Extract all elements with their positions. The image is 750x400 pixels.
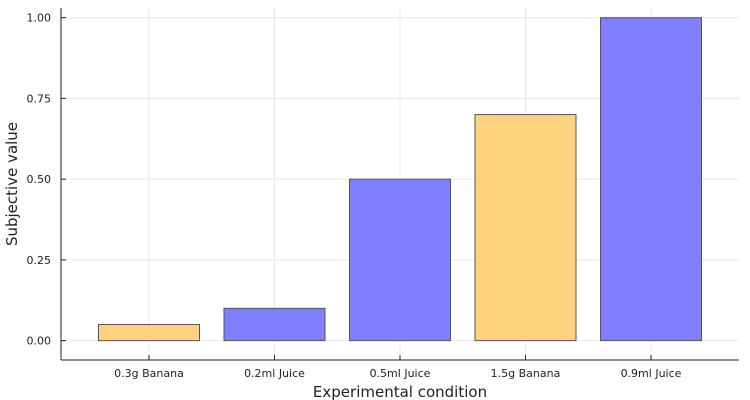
x-tick-label: 0.2ml Juice xyxy=(244,367,305,380)
y-ticks: 0.00 0.25 0.50 0.75 1.00 xyxy=(27,12,66,348)
y-tick-label: 0.75 xyxy=(27,92,52,105)
bars xyxy=(98,17,702,342)
bar-0-5ml-juice xyxy=(349,178,451,342)
bar-0-9ml-juice xyxy=(600,17,702,342)
x-tick-label: 1.5g Banana xyxy=(491,367,561,380)
bar-0-2ml-juice xyxy=(223,307,326,342)
x-tick-label: 0.9ml Juice xyxy=(621,367,682,380)
x-axis-label: Experimental condition xyxy=(313,383,487,400)
bar-1-5g-banana xyxy=(474,114,577,342)
x-tick-label: 0.3g Banana xyxy=(114,367,184,380)
y-tick-label: 0.00 xyxy=(27,335,52,348)
x-ticks: 0.3g Banana 0.2ml Juice 0.5ml Juice 1.5g Ba… xyxy=(114,355,682,380)
y-tick-label: 0.50 xyxy=(27,173,52,186)
y-tick-label: 1.00 xyxy=(27,12,52,25)
bar-0-3g-banana xyxy=(98,323,200,342)
y-axis-label: Subjective value xyxy=(3,122,21,246)
y-tick-label: 0.25 xyxy=(27,254,52,267)
x-tick-label: 0.5ml Juice xyxy=(370,367,431,380)
